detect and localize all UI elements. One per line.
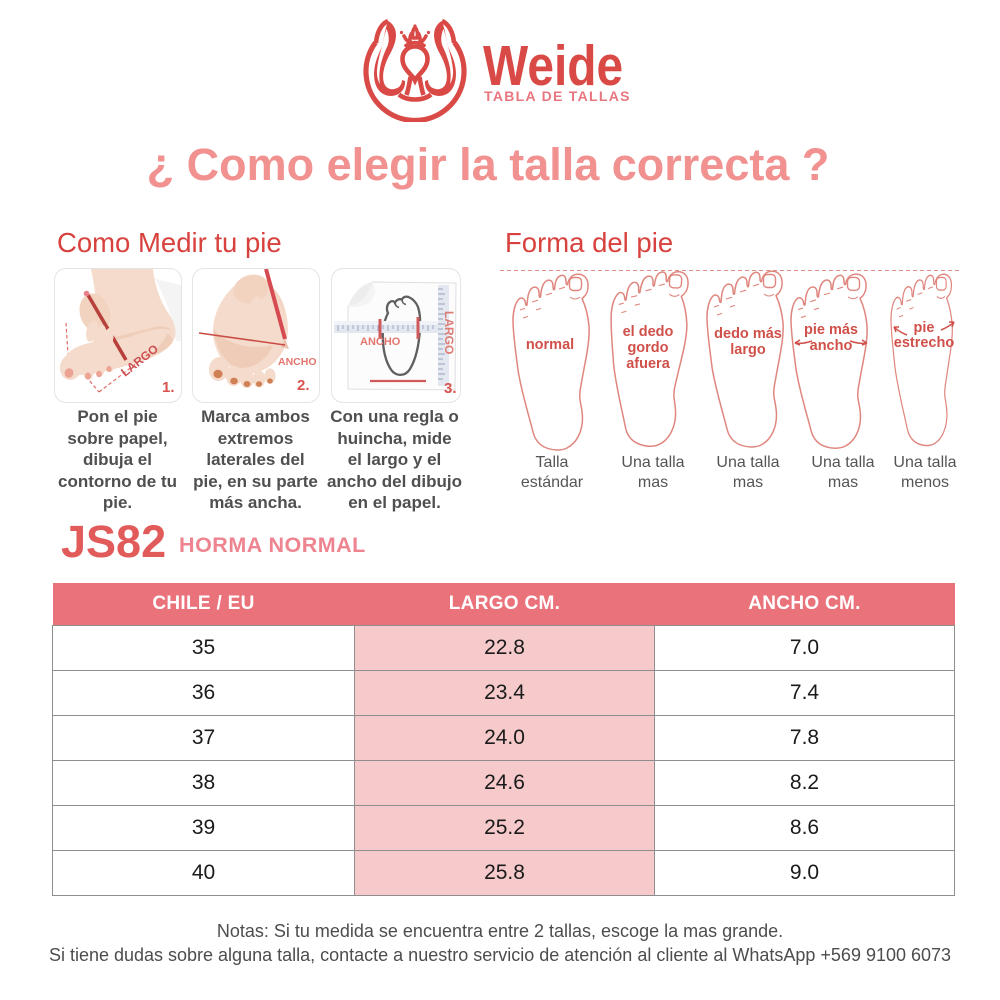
svg-text:3.: 3. xyxy=(444,380,457,397)
svg-text:ANCHO: ANCHO xyxy=(360,336,401,348)
svg-text:largo: largo xyxy=(730,342,766,358)
svg-text:afuera: afuera xyxy=(626,356,670,372)
svg-text:ancho: ancho xyxy=(810,338,853,354)
svg-text:2.: 2. xyxy=(297,377,310,394)
svg-text:LARGO: LARGO xyxy=(442,311,456,354)
svg-text:pie: pie xyxy=(914,320,935,336)
svg-text:dedo más: dedo más xyxy=(714,326,782,342)
svg-text:normal: normal xyxy=(526,337,574,353)
svg-text:el dedo: el dedo xyxy=(623,324,674,340)
svg-text:gordo: gordo xyxy=(627,340,668,356)
svg-text:pie más: pie más xyxy=(804,322,858,338)
svg-text:1.: 1. xyxy=(162,379,175,396)
svg-text:estrecho: estrecho xyxy=(894,335,955,351)
svg-text:ANCHO: ANCHO xyxy=(278,356,317,368)
